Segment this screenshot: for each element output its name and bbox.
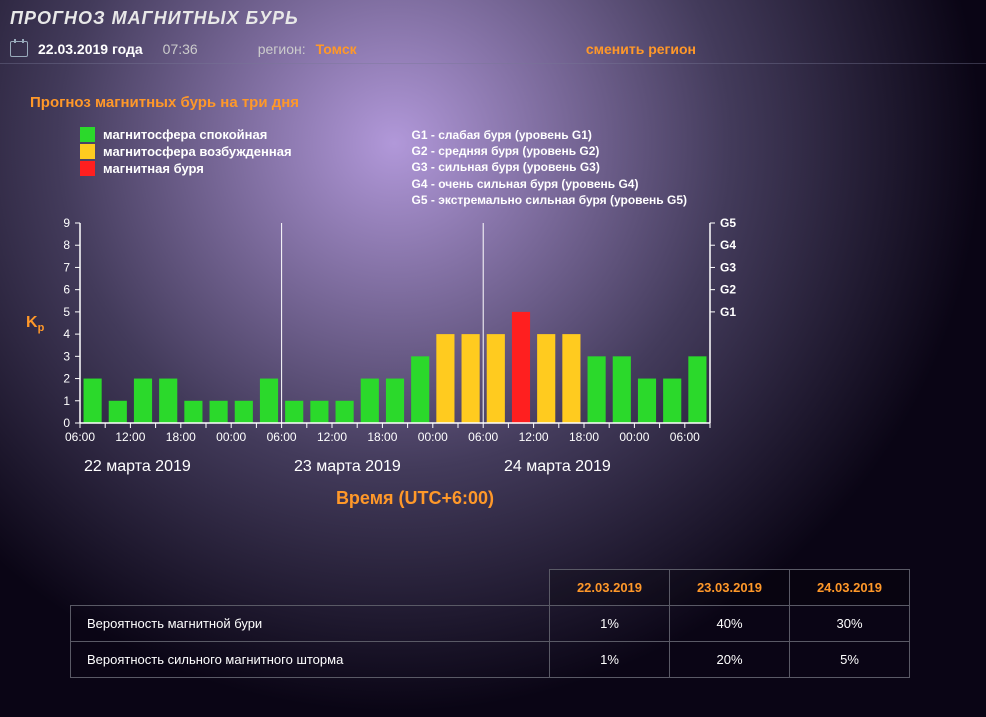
svg-text:4: 4 bbox=[63, 327, 70, 341]
svg-text:2: 2 bbox=[63, 371, 70, 385]
x-date-label: 23 марта 2019 bbox=[290, 458, 500, 476]
svg-text:18:00: 18:00 bbox=[166, 430, 196, 444]
svg-text:7: 7 bbox=[63, 260, 70, 274]
svg-text:G5: G5 bbox=[720, 218, 736, 230]
svg-text:1: 1 bbox=[63, 394, 70, 408]
g-level-line: G4 - очень сильная буря (уровень G4) bbox=[412, 176, 687, 192]
table-row: Вероятность сильного магнитного шторма1%… bbox=[71, 641, 910, 677]
svg-text:G3: G3 bbox=[720, 260, 736, 274]
table-col-header: 24.03.2019 bbox=[790, 569, 910, 605]
svg-text:5: 5 bbox=[63, 305, 70, 319]
table-col-header: 22.03.2019 bbox=[550, 569, 670, 605]
svg-text:12:00: 12:00 bbox=[317, 430, 347, 444]
x-axis-dates: 22 марта 201923 марта 201924 марта 2019 bbox=[80, 458, 750, 476]
svg-text:6: 6 bbox=[63, 283, 70, 297]
legend-item: магнитная буря bbox=[80, 161, 292, 176]
svg-text:G2: G2 bbox=[720, 283, 736, 297]
legend-label: магнитная буря bbox=[103, 161, 204, 176]
legend-item: магнитосфера возбужденная bbox=[80, 144, 292, 159]
svg-text:06:00: 06:00 bbox=[468, 430, 498, 444]
svg-text:06:00: 06:00 bbox=[65, 430, 95, 444]
g-level-line: G1 - слабая буря (уровень G1) bbox=[412, 127, 687, 143]
svg-text:00:00: 00:00 bbox=[619, 430, 649, 444]
table-cell: 1% bbox=[550, 605, 670, 641]
svg-text:9: 9 bbox=[63, 218, 70, 230]
legend-swatch bbox=[80, 161, 95, 176]
legend-swatch bbox=[80, 127, 95, 142]
table-row: Вероятность магнитной бури1%40%30% bbox=[71, 605, 910, 641]
calendar-icon bbox=[10, 41, 28, 57]
table-empty-header bbox=[71, 569, 550, 605]
table-cell: 1% bbox=[550, 641, 670, 677]
svg-text:12:00: 12:00 bbox=[115, 430, 145, 444]
g-level-line: G3 - сильная буря (уровень G3) bbox=[412, 159, 687, 175]
legend-label: магнитосфера спокойная bbox=[103, 127, 267, 142]
legend-row: магнитосфера спокойная магнитосфера возбу… bbox=[0, 121, 986, 208]
table-cell: 30% bbox=[790, 605, 910, 641]
g-level-line: G5 - экстремально сильная буря (уровень … bbox=[412, 192, 687, 208]
table-cell: 20% bbox=[670, 641, 790, 677]
region-label: регион: bbox=[258, 41, 306, 57]
svg-text:06:00: 06:00 bbox=[670, 430, 700, 444]
svg-text:00:00: 00:00 bbox=[216, 430, 246, 444]
date-text: 22.03.2019 года bbox=[38, 41, 143, 57]
region-value: Томск bbox=[316, 41, 357, 57]
time-text: 07:36 bbox=[163, 41, 198, 57]
kp-bar-chart: 0 1 2 3 4 5 6 7 8 9 G1 G2 G3 G4 G5 06:00 12:00 18:00 00:00… bbox=[30, 218, 750, 458]
state-legend: магнитосфера спокойная магнитосфера возбу… bbox=[80, 127, 292, 208]
table-row-label: Вероятность магнитной бури bbox=[71, 605, 550, 641]
change-region-link[interactable]: сменить регион bbox=[586, 41, 696, 57]
page-title: ПРОГНОЗ МАГНИТНЫХ БУРЬ bbox=[0, 0, 986, 35]
svg-text:3: 3 bbox=[63, 349, 70, 363]
svg-text:0: 0 bbox=[63, 416, 70, 430]
chart-container: Kp 0123456789G1G2G3G4G506:0012:0018:0000… bbox=[30, 218, 750, 509]
forecast-title: Прогноз магнитных бурь на три дня bbox=[0, 64, 986, 121]
y-axis-label: Kp bbox=[26, 314, 44, 334]
legend-item: магнитосфера спокойная bbox=[80, 127, 292, 142]
probability-table: 22.03.201923.03.201924.03.2019 Вероятнос… bbox=[70, 569, 910, 678]
g-level-legend: G1 - слабая буря (уровень G1)G2 - средня… bbox=[412, 127, 687, 208]
table-row-label: Вероятность сильного магнитного шторма bbox=[71, 641, 550, 677]
svg-text:12:00: 12:00 bbox=[519, 430, 549, 444]
g-level-line: G2 - средняя буря (уровень G2) bbox=[412, 143, 687, 159]
table-col-header: 23.03.2019 bbox=[670, 569, 790, 605]
x-date-label: 22 марта 2019 bbox=[80, 458, 290, 476]
svg-text:8: 8 bbox=[63, 238, 70, 252]
svg-text:18:00: 18:00 bbox=[367, 430, 397, 444]
legend-label: магнитосфера возбужденная bbox=[103, 144, 292, 159]
x-date-label: 24 марта 2019 bbox=[500, 458, 710, 476]
svg-text:06:00: 06:00 bbox=[267, 430, 297, 444]
svg-text:00:00: 00:00 bbox=[418, 430, 448, 444]
svg-text:18:00: 18:00 bbox=[569, 430, 599, 444]
svg-text:G1: G1 bbox=[720, 305, 736, 319]
info-bar: 22.03.2019 года 07:36 регион: Томск смен… bbox=[0, 35, 986, 64]
table-cell: 5% bbox=[790, 641, 910, 677]
svg-text:G4: G4 bbox=[720, 238, 736, 252]
legend-swatch bbox=[80, 144, 95, 159]
x-axis-title: Время (UTC+6:00) bbox=[80, 488, 750, 509]
table-cell: 40% bbox=[670, 605, 790, 641]
